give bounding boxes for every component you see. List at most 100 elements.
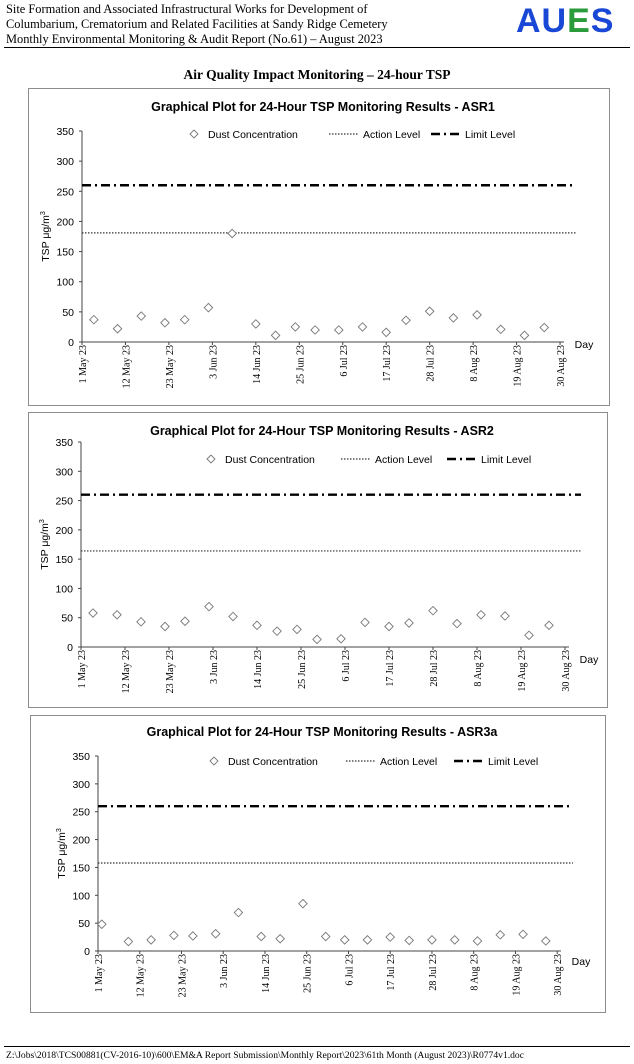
y-axis-label-main: TSP μg/m bbox=[40, 215, 52, 262]
data-point bbox=[404, 618, 414, 628]
x-tick-label: 14 Jun 23 bbox=[253, 650, 264, 689]
x-tick-label: 19 Aug 23 bbox=[517, 650, 528, 692]
data-point bbox=[427, 935, 437, 945]
aues-logo: AUES bbox=[516, 2, 614, 41]
data-point bbox=[270, 330, 281, 341]
data-point bbox=[518, 929, 528, 940]
y-tick-label: 250 bbox=[72, 807, 90, 819]
data-point bbox=[539, 322, 550, 333]
legend-label-limit: Limit Level bbox=[488, 756, 538, 768]
x-tick-label: 17 Jul 23 bbox=[386, 954, 397, 991]
data-point bbox=[472, 310, 482, 320]
data-point bbox=[362, 935, 373, 945]
data-point bbox=[381, 327, 392, 338]
chart-asr1-svg: Graphical Plot for 24-Hour TSP Monitorin… bbox=[40, 100, 594, 388]
y-axis-label-sup: 3 bbox=[39, 519, 46, 523]
x-tick-label: 6 Jul 23 bbox=[339, 345, 350, 377]
data-point bbox=[233, 907, 244, 918]
y-axis-label: TSP μg/m3 bbox=[40, 211, 52, 262]
data-point bbox=[472, 936, 483, 946]
y-tick-label: 300 bbox=[72, 779, 90, 791]
logo-part-au: AU bbox=[516, 2, 568, 40]
logo-part-s: S bbox=[590, 2, 615, 40]
data-point bbox=[112, 323, 123, 334]
data-point bbox=[292, 624, 302, 635]
x-tick-label: 17 Jul 23 bbox=[385, 650, 396, 687]
x-tick-label: 8 Aug 23 bbox=[473, 650, 484, 687]
data-point bbox=[404, 935, 415, 946]
section-title: Air Quality Impact Monitoring – 24-hour … bbox=[183, 67, 451, 82]
data-point bbox=[519, 330, 530, 341]
x-tick-label: 28 Jul 23 bbox=[429, 650, 440, 687]
data-point bbox=[160, 621, 170, 632]
data-point bbox=[360, 617, 370, 628]
data-point bbox=[500, 611, 510, 621]
y-tick-label: 150 bbox=[56, 247, 74, 259]
data-point bbox=[290, 322, 301, 332]
x-tick-label: 12 May 23 bbox=[121, 345, 132, 388]
x-tick-label: 12 May 23 bbox=[121, 650, 132, 693]
y-tick-label: 50 bbox=[61, 613, 73, 625]
data-point bbox=[357, 322, 368, 332]
data-point bbox=[336, 633, 346, 644]
data-point bbox=[448, 313, 459, 323]
x-tick-label: 14 Jun 23 bbox=[261, 954, 272, 993]
x-tick-label: 28 Jul 23 bbox=[428, 954, 439, 991]
data-point bbox=[449, 935, 460, 945]
x-tick-label: 8 Aug 23 bbox=[469, 345, 480, 382]
chart-asr1: Graphical Plot for 24-Hour TSP Monitorin… bbox=[28, 88, 610, 406]
data-point bbox=[384, 621, 394, 632]
x-tick-label: 6 Jul 23 bbox=[344, 954, 355, 986]
data-point bbox=[272, 626, 282, 637]
data-point bbox=[495, 930, 506, 940]
data-point bbox=[524, 630, 534, 641]
y-axis-label: TSP μg/m3 bbox=[39, 519, 51, 570]
chart-title: Graphical Plot for 24-Hour TSP Monitorin… bbox=[151, 100, 495, 114]
x-tick-label: 23 May 23 bbox=[165, 345, 176, 388]
data-point bbox=[401, 315, 411, 326]
legend-label-dust: Dust Concentration bbox=[208, 129, 298, 141]
x-tick-label: 28 Jul 23 bbox=[426, 345, 437, 382]
y-tick-label: 200 bbox=[55, 525, 73, 537]
x-tick-label: 19 Aug 23 bbox=[513, 345, 524, 387]
data-point bbox=[310, 325, 320, 335]
header-line-1: Site Formation and Associated Infrastruc… bbox=[6, 2, 368, 16]
x-tick-label: 1 May 23 bbox=[78, 345, 89, 383]
y-tick-label: 300 bbox=[55, 466, 73, 478]
y-tick-label: 200 bbox=[72, 835, 90, 847]
legend: Dust Concentration Action Level Limit Leve… bbox=[189, 129, 515, 141]
x-tick-label: 3 Jun 23 bbox=[208, 345, 219, 379]
data-point bbox=[146, 935, 156, 945]
y-axis-label-sup: 3 bbox=[56, 828, 63, 832]
legend-label-limit: Limit Level bbox=[481, 454, 531, 466]
y-axis-label-sup: 3 bbox=[40, 211, 47, 215]
x-tick-label: 3 Jun 23 bbox=[219, 954, 230, 988]
data-point bbox=[252, 620, 262, 631]
y-axis-label-main: TSP μg/m bbox=[39, 523, 51, 570]
data-point bbox=[179, 314, 190, 325]
data-point bbox=[89, 314, 99, 325]
chart-asr2-svg: Graphical Plot for 24-Hour TSP Monitorin… bbox=[39, 424, 599, 693]
y-tick-label: 350 bbox=[55, 437, 73, 449]
data-point bbox=[320, 931, 331, 942]
x-tick-label: 19 Aug 23 bbox=[511, 954, 522, 996]
data-point bbox=[88, 608, 98, 618]
data-point bbox=[540, 936, 551, 946]
data-point bbox=[385, 932, 396, 942]
x-tick-label: 30 Aug 23 bbox=[561, 650, 572, 692]
chart-asr2: Graphical Plot for 24-Hour TSP Monitorin… bbox=[28, 412, 608, 708]
footer-rule bbox=[4, 1046, 630, 1047]
x-tick-label: 17 Jul 23 bbox=[382, 345, 393, 382]
header-line-2: Columbarium, Crematorium and Related Fac… bbox=[6, 17, 388, 31]
x-tick-label: 12 May 23 bbox=[136, 954, 147, 997]
legend-label-action: Action Level bbox=[375, 454, 432, 466]
x-tick-label: 1 May 23 bbox=[94, 954, 105, 992]
chart-asr3a: Graphical Plot for 24-Hour TSP Monitorin… bbox=[30, 715, 606, 1013]
legend: Dust Concentration Action Level Limit Leve… bbox=[206, 454, 531, 466]
x-tick-label: 3 Jun 23 bbox=[209, 650, 220, 684]
y-tick-label: 50 bbox=[62, 307, 74, 319]
x-tick-label: 23 May 23 bbox=[165, 650, 176, 693]
x-tick-label: 25 Jun 23 bbox=[297, 650, 308, 689]
x-axis-label: Day bbox=[575, 339, 594, 351]
data-point bbox=[275, 933, 286, 944]
